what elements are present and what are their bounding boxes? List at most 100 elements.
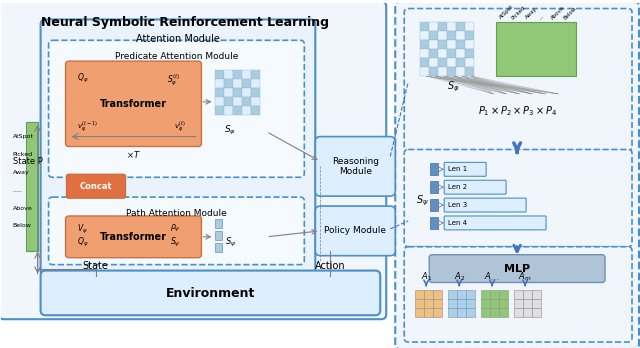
Bar bbox=[424, 308, 433, 317]
Bar bbox=[433, 291, 442, 299]
Bar bbox=[252, 79, 260, 88]
FancyBboxPatch shape bbox=[316, 136, 396, 196]
Bar bbox=[447, 31, 456, 40]
FancyBboxPatch shape bbox=[67, 174, 125, 198]
Text: Predicate Attention Module: Predicate Attention Module bbox=[115, 52, 238, 61]
Bar bbox=[420, 58, 429, 67]
Bar bbox=[216, 243, 223, 252]
Text: Above: Above bbox=[13, 206, 33, 211]
Bar bbox=[433, 299, 442, 308]
Bar bbox=[216, 88, 225, 97]
FancyBboxPatch shape bbox=[404, 150, 632, 247]
Bar bbox=[456, 58, 465, 67]
Text: Picked: Picked bbox=[511, 5, 527, 21]
Text: Away: Away bbox=[13, 170, 29, 175]
Text: $S_\varphi$: $S_\varphi$ bbox=[225, 124, 236, 137]
Bar bbox=[252, 88, 260, 97]
FancyBboxPatch shape bbox=[404, 247, 632, 342]
Text: Environment: Environment bbox=[166, 287, 255, 300]
Bar bbox=[514, 299, 523, 308]
Text: $S_\psi$: $S_\psi$ bbox=[170, 236, 180, 249]
FancyBboxPatch shape bbox=[444, 198, 526, 212]
Bar bbox=[234, 88, 243, 97]
Bar bbox=[234, 70, 243, 79]
Text: Len 1: Len 1 bbox=[448, 166, 467, 172]
Text: Concat: Concat bbox=[79, 182, 112, 191]
Bar bbox=[429, 67, 438, 76]
Bar bbox=[430, 181, 438, 193]
Bar bbox=[456, 31, 465, 40]
Bar bbox=[216, 70, 225, 79]
Bar bbox=[252, 70, 260, 79]
Bar bbox=[448, 291, 457, 299]
FancyBboxPatch shape bbox=[65, 216, 202, 258]
Text: Away: Away bbox=[524, 7, 538, 21]
FancyBboxPatch shape bbox=[49, 197, 305, 264]
Text: Len 2: Len 2 bbox=[448, 184, 467, 190]
Text: $P_1 \times P_2 \times P_3 \times P_4$: $P_1 \times P_2 \times P_3 \times P_4$ bbox=[479, 104, 558, 118]
Bar bbox=[243, 70, 252, 79]
Text: AtSpot: AtSpot bbox=[13, 134, 33, 139]
Bar bbox=[243, 79, 252, 88]
Bar bbox=[438, 58, 447, 67]
Text: Policy Module: Policy Module bbox=[324, 227, 387, 235]
Bar bbox=[532, 291, 541, 299]
Text: State P: State P bbox=[13, 157, 42, 166]
Bar bbox=[225, 79, 234, 88]
Bar bbox=[252, 106, 260, 115]
FancyBboxPatch shape bbox=[0, 2, 387, 319]
Bar bbox=[523, 299, 532, 308]
Text: $A_{...}$: $A_{...}$ bbox=[484, 271, 500, 284]
Bar bbox=[225, 88, 234, 97]
Bar bbox=[499, 291, 508, 299]
Text: $S_\psi$: $S_\psi$ bbox=[416, 194, 429, 208]
FancyBboxPatch shape bbox=[444, 180, 506, 194]
Bar bbox=[465, 22, 474, 31]
Bar bbox=[234, 79, 243, 88]
Bar bbox=[243, 88, 252, 97]
Text: $A_2$: $A_2$ bbox=[454, 271, 465, 284]
Bar bbox=[429, 31, 438, 40]
Bar bbox=[438, 22, 447, 31]
Bar bbox=[429, 58, 438, 67]
Bar bbox=[490, 299, 499, 308]
Bar bbox=[225, 97, 234, 106]
Bar bbox=[466, 308, 475, 317]
Bar bbox=[499, 308, 508, 317]
Bar bbox=[225, 70, 234, 79]
Bar bbox=[465, 58, 474, 67]
Bar bbox=[465, 67, 474, 76]
Text: $\times T$: $\times T$ bbox=[126, 150, 141, 160]
Bar bbox=[430, 199, 438, 211]
Text: Reasoning
Module: Reasoning Module bbox=[332, 157, 379, 176]
Bar bbox=[216, 97, 225, 106]
Text: $v_\varphi^{(t-1)}$: $v_\varphi^{(t-1)}$ bbox=[77, 119, 97, 134]
Bar bbox=[420, 49, 429, 58]
FancyBboxPatch shape bbox=[404, 9, 632, 150]
FancyBboxPatch shape bbox=[429, 255, 605, 283]
Bar bbox=[216, 106, 225, 115]
Bar bbox=[424, 299, 433, 308]
Bar bbox=[490, 308, 499, 317]
Bar bbox=[438, 31, 447, 40]
Bar bbox=[514, 291, 523, 299]
Text: Below: Below bbox=[13, 223, 31, 228]
Text: $v_\varphi^{(t)}$: $v_\varphi^{(t)}$ bbox=[173, 119, 186, 134]
Text: $S_\psi$: $S_\psi$ bbox=[225, 236, 236, 249]
Bar bbox=[448, 308, 457, 317]
Text: Action: Action bbox=[315, 261, 346, 271]
Text: $S_\varphi$: $S_\varphi$ bbox=[447, 80, 460, 94]
Text: $S_\varphi^{(t)}$: $S_\varphi^{(t)}$ bbox=[167, 72, 180, 88]
Bar bbox=[225, 106, 234, 115]
Text: Picked: Picked bbox=[13, 152, 33, 157]
Bar bbox=[243, 106, 252, 115]
Bar bbox=[457, 299, 466, 308]
Text: Below: Below bbox=[563, 5, 578, 21]
Bar bbox=[216, 79, 225, 88]
Bar bbox=[456, 67, 465, 76]
Bar bbox=[252, 97, 260, 106]
Text: $\rho_\psi$: $\rho_\psi$ bbox=[170, 223, 180, 234]
Text: $A_1$: $A_1$ bbox=[420, 271, 432, 284]
Bar bbox=[433, 308, 442, 317]
Text: $V_\varphi$: $V_\varphi$ bbox=[77, 223, 87, 236]
